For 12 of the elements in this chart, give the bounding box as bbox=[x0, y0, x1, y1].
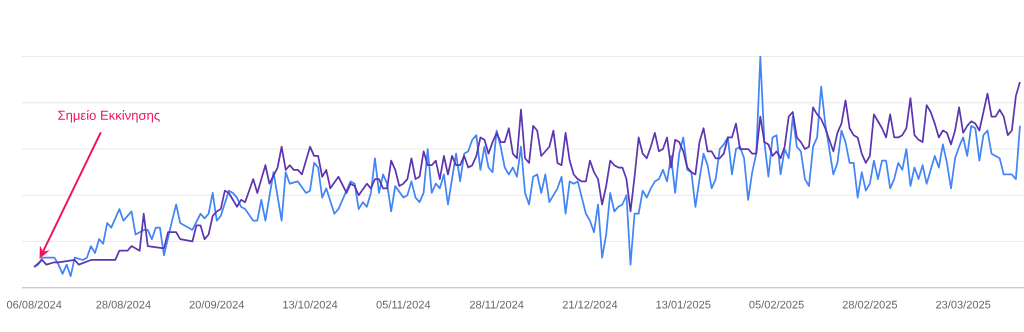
x-tick-label: 28/02/2025 bbox=[842, 300, 898, 309]
x-tick-label: 20/09/2024 bbox=[189, 300, 245, 309]
x-tick-label: 13/01/2025 bbox=[656, 300, 711, 309]
x-tick-label: 28/08/2024 bbox=[96, 300, 151, 309]
x-tick-label: 23/03/2025 bbox=[936, 300, 991, 309]
x-tick-label: 21/12/2024 bbox=[562, 300, 618, 309]
x-tick-label: 13/10/2024 bbox=[283, 300, 338, 309]
x-tick-label: 05/02/2025 bbox=[749, 300, 804, 309]
x-tick-label: 05/11/2024 bbox=[376, 300, 431, 309]
annotation: Σημείο Εκκίνησης bbox=[58, 109, 160, 123]
x-tick-label: 28/11/2024 bbox=[469, 300, 524, 309]
x-tick-label: 06/08/2024 bbox=[6, 300, 62, 309]
